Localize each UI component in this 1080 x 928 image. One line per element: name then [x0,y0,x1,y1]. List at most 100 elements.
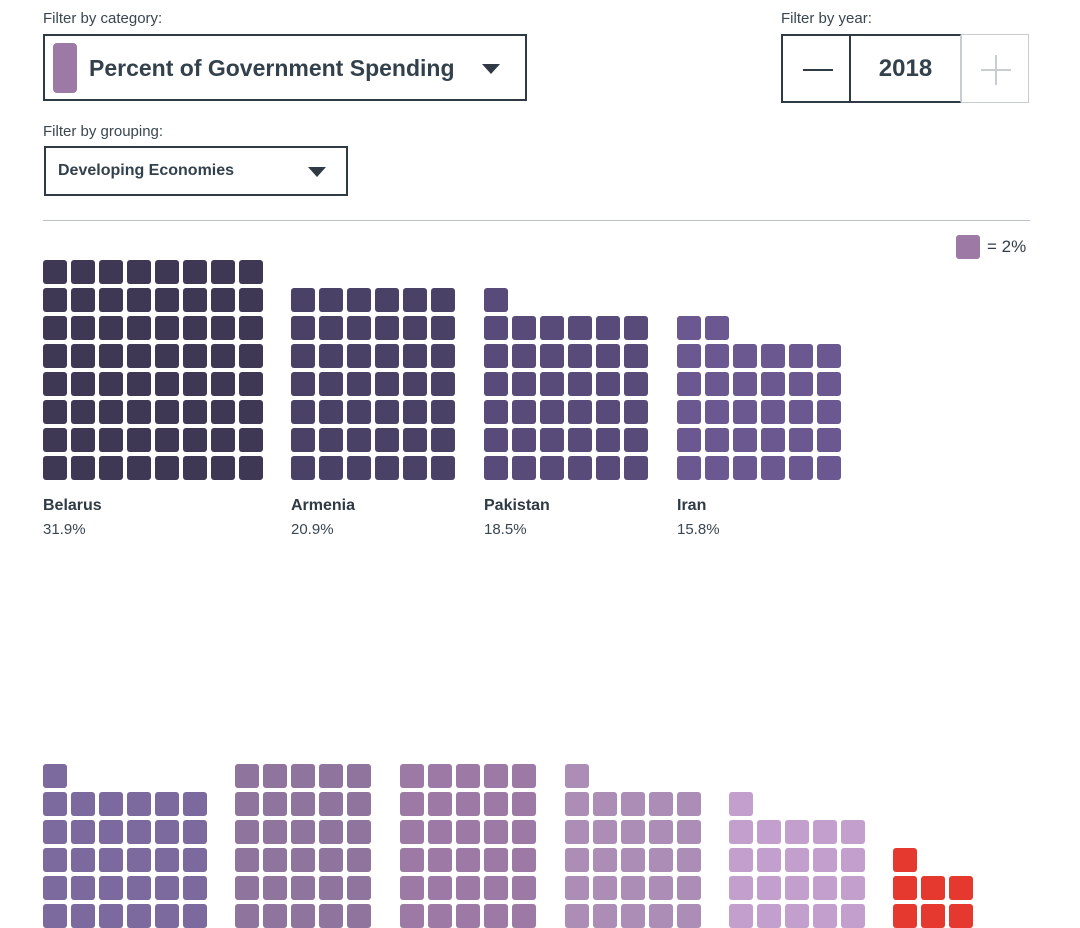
waffle-square [621,904,645,928]
waffle-square [99,904,123,928]
waffle-square [565,764,589,788]
waffle-square [319,764,343,788]
waffle-square [183,456,207,480]
waffle-square [347,344,371,368]
waffle-square [456,820,480,844]
waffle-square [155,792,179,816]
waffle-square [624,344,648,368]
waffle-square [761,400,785,424]
waffle-square [263,820,287,844]
waffle-square [649,820,673,844]
waffle-square [624,456,648,480]
waffle-square [428,764,452,788]
waffle-square [512,344,536,368]
waffle-square [677,820,701,844]
waffle-square [512,428,536,452]
waffle-square [347,792,371,816]
waffle-square [733,400,757,424]
waffle-square [403,344,427,368]
waffle-square [127,904,151,928]
waffle-square [263,876,287,900]
waffle-square [733,456,757,480]
category-dropdown[interactable]: Percent of Government Spending [43,34,527,101]
waffle-square [99,876,123,900]
waffle-square [291,400,315,424]
waffle-square [347,820,371,844]
waffle-square [235,904,259,928]
waffle-square [211,456,235,480]
waffle-square [403,400,427,424]
waffle-square [428,848,452,872]
waffle-square [540,344,564,368]
waffle-square [291,288,315,312]
waffle-square [484,848,508,872]
waffle-square [428,792,452,816]
category-dropdown-value: Percent of Government Spending [89,55,455,81]
waffle-square [43,316,67,340]
waffle-square [127,288,151,312]
waffle-square [428,904,452,928]
waffle-square [677,316,701,340]
waffle-square [235,792,259,816]
waffle-square [400,848,424,872]
waffle-square [621,876,645,900]
waffle-square [677,792,701,816]
waffle-square [403,288,427,312]
section-divider [43,220,1030,221]
waffle-square [319,820,343,844]
waffle-square [621,792,645,816]
waffle-square [593,904,617,928]
waffle-square [155,400,179,424]
waffle-square [183,316,207,340]
waffle-square [99,260,123,284]
waffle-square [347,904,371,928]
waffle-square [235,764,259,788]
waffle-square [43,764,67,788]
year-value: 2018 [851,34,961,103]
chevron-down-icon [482,64,500,74]
waffle-square [155,260,179,284]
minus-icon [803,69,833,71]
grouping-filter-label: Filter by grouping: [43,123,164,140]
waffle-square [428,876,452,900]
waffle-square [677,456,701,480]
waffle-square [291,456,315,480]
waffle-square [347,372,371,396]
waffle-square [624,372,648,396]
waffle-square [183,428,207,452]
waffle-square [155,344,179,368]
waffle-square [593,792,617,816]
waffle-square [431,400,455,424]
waffle-square [484,372,508,396]
waffle-square [565,904,589,928]
waffle-square [43,344,67,368]
waffle-square [649,876,673,900]
waffle-square [568,456,592,480]
grouping-dropdown[interactable]: Developing Economies [44,146,348,196]
legend-text: = 2% [987,237,1027,256]
year-decrement-button[interactable] [781,34,851,103]
waffle-square [183,288,207,312]
waffle-square [733,428,757,452]
waffle-square [456,904,480,928]
waffle-square [512,848,536,872]
waffle-square [403,456,427,480]
legend-swatch [956,235,980,259]
waffle-square [733,344,757,368]
waffle-square [127,792,151,816]
country-name: Armenia [291,497,356,514]
waffle-square [789,456,813,480]
year-increment-button[interactable] [961,34,1029,103]
waffle-square [291,316,315,340]
waffle-square [71,344,95,368]
waffle-square [43,428,67,452]
waffle-square [512,820,536,844]
waffle-square [127,876,151,900]
waffle-square [921,904,945,928]
country-name: Pakistan [484,497,550,514]
waffle-square [729,792,753,816]
waffle-square [733,372,757,396]
waffle-square [239,344,263,368]
waffle-square [568,400,592,424]
waffle-square [239,428,263,452]
